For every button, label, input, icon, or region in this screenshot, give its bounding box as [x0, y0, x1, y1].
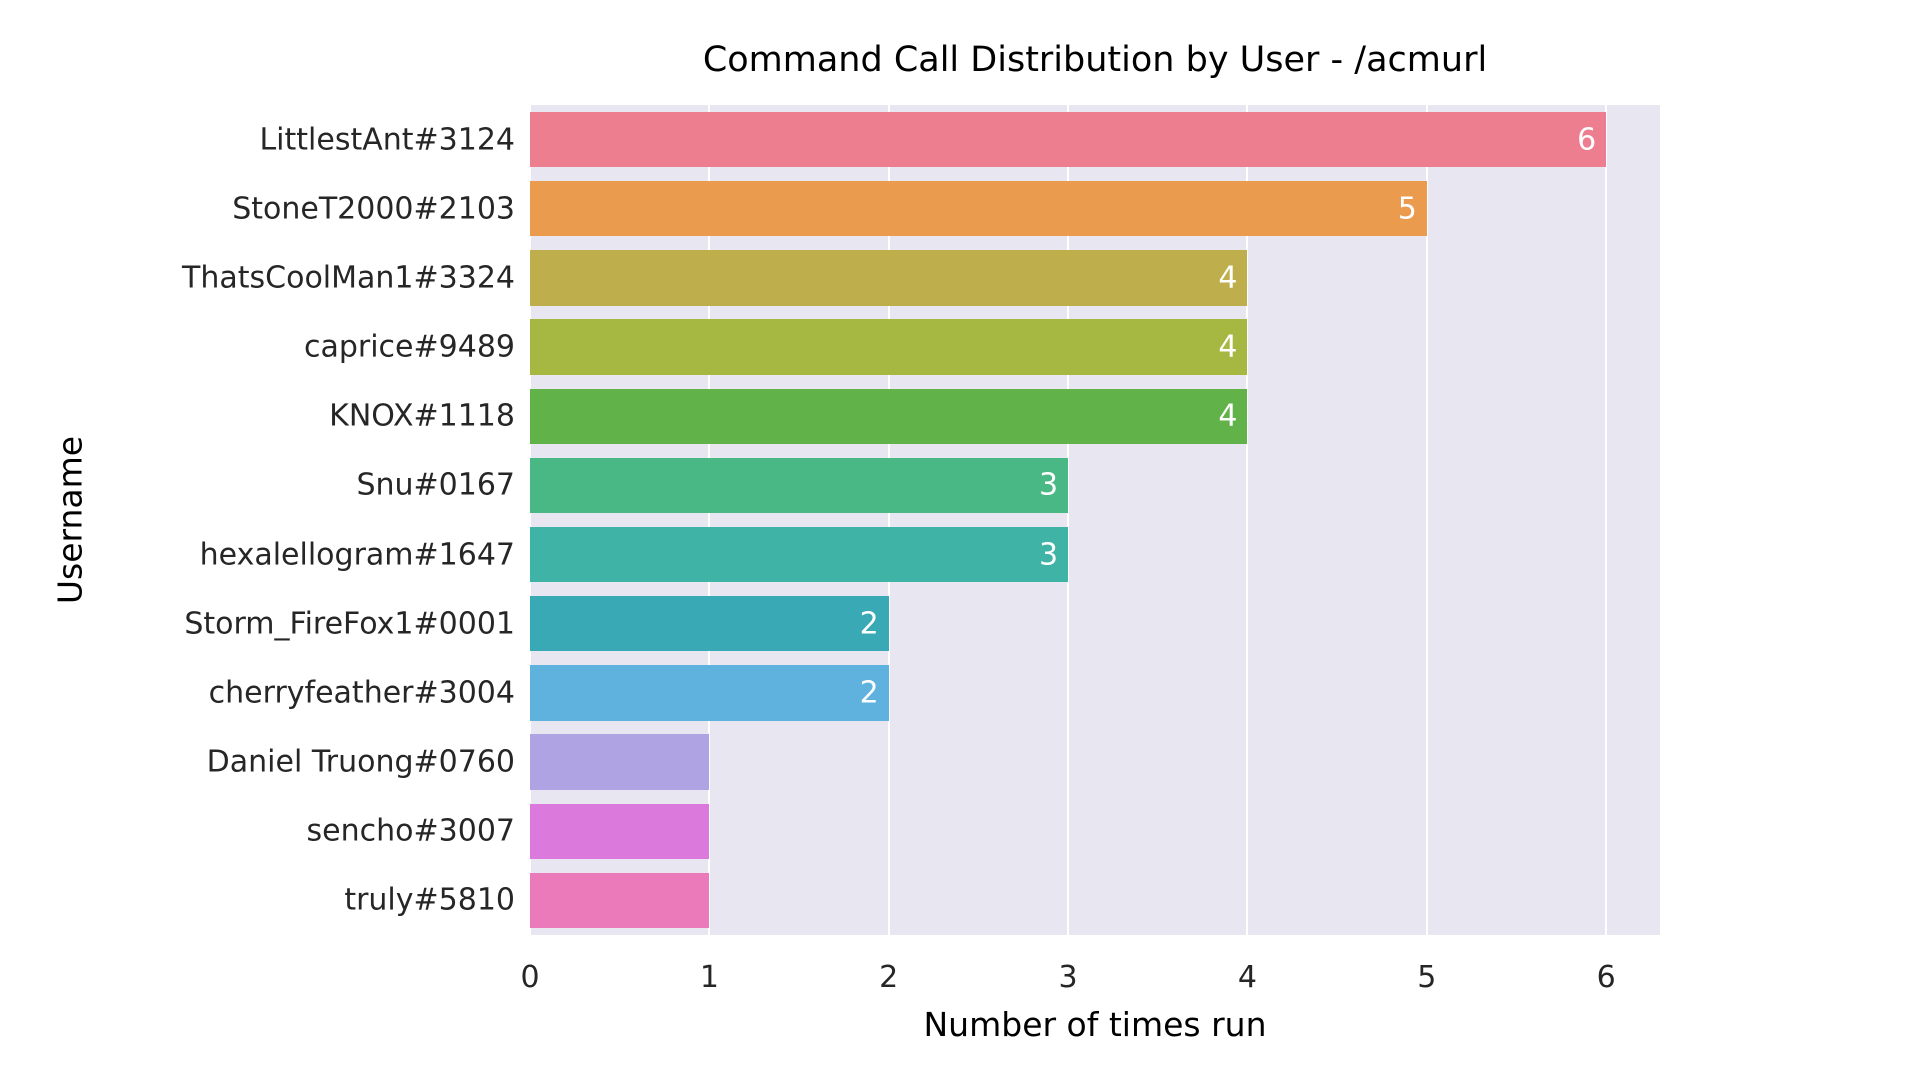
y-tick-label: Storm_FireFox1#0001	[184, 606, 515, 641]
bar	[530, 596, 889, 651]
x-tick-label: 3	[1059, 960, 1078, 995]
bar	[530, 458, 1068, 513]
y-tick-label: StoneT2000#2103	[232, 191, 515, 226]
bar	[530, 734, 709, 789]
y-tick-label: truly#5810	[344, 883, 515, 918]
y-tick-label: KNOX#1118	[329, 399, 515, 434]
bar	[530, 389, 1247, 444]
bar	[530, 181, 1427, 236]
bar-value-label: 4	[1218, 399, 1237, 434]
bar-value-label: 2	[860, 675, 879, 710]
bar	[530, 665, 889, 720]
y-tick-label: caprice#9489	[304, 330, 515, 365]
bar-value-label: 4	[1218, 330, 1237, 365]
bar	[530, 804, 709, 859]
y-tick-label: Daniel Truong#0760	[207, 745, 515, 780]
x-tick-label: 1	[700, 960, 719, 995]
gridline	[1605, 105, 1607, 935]
bar	[530, 873, 709, 928]
y-tick-label: hexalellogram#1647	[200, 537, 515, 572]
y-tick-label: cherryfeather#3004	[209, 675, 515, 710]
bar	[530, 250, 1247, 305]
chart-title: Command Call Distribution by User - /acm…	[703, 40, 1487, 80]
y-tick-label: sencho#3007	[307, 814, 515, 849]
y-tick-label: Snu#0167	[356, 468, 515, 503]
x-tick-label: 6	[1597, 960, 1616, 995]
bar-value-label: 3	[1039, 468, 1058, 503]
y-tick-label: LittlestAnt#3124	[259, 122, 515, 157]
x-axis-label: Number of times run	[924, 1005, 1267, 1044]
bar	[530, 319, 1247, 374]
chart-container: Command Call Distribution by User - /acm…	[0, 0, 1920, 1080]
bar-value-label: 2	[860, 606, 879, 641]
bar-value-label: 5	[1398, 191, 1417, 226]
x-tick-label: 0	[520, 960, 539, 995]
x-tick-label: 4	[1238, 960, 1257, 995]
x-tick-label: 2	[879, 960, 898, 995]
y-tick-label: ThatsCoolMan1#3324	[182, 260, 515, 295]
bar-value-label: 6	[1577, 122, 1596, 157]
bar	[530, 112, 1606, 167]
bar-value-label: 3	[1039, 537, 1058, 572]
x-tick-label: 5	[1417, 960, 1436, 995]
y-axis-label: Username	[51, 436, 90, 604]
bar-value-label: 4	[1218, 260, 1237, 295]
bar	[530, 527, 1068, 582]
